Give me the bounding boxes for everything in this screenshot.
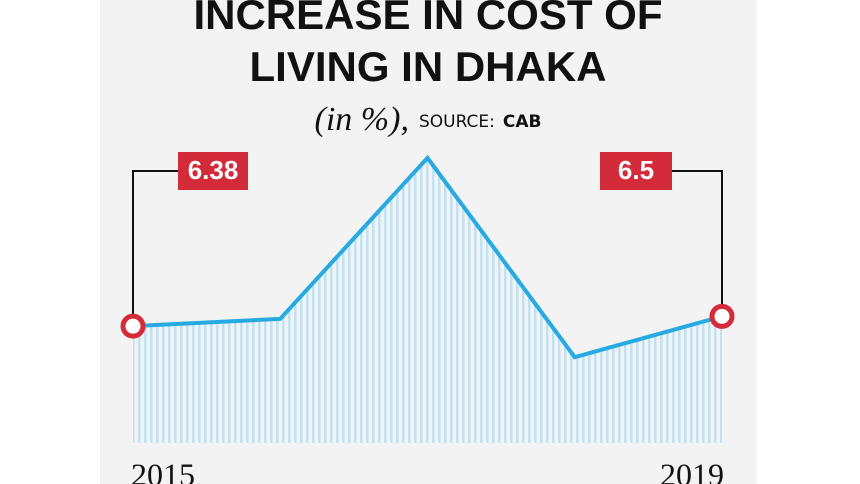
connector [672, 170, 723, 317]
label-box [600, 152, 672, 190]
point [709, 303, 735, 329]
label-box [178, 152, 248, 190]
plot: 6.38 6.5 2015 2019 [120, 152, 735, 484]
data-label: 6.38 [188, 155, 239, 185]
chart-title: LIVING IN DHAKA [250, 43, 607, 90]
chart-title: INCREASE IN COST OF [193, 0, 662, 38]
subtitle: (in %), SOURCE: CAB [315, 101, 542, 138]
area [133, 157, 722, 443]
line [132, 154, 723, 360]
point [120, 313, 146, 339]
x-tick-label: 2019 [660, 456, 724, 484]
data-label: 6.5 [618, 155, 654, 185]
subtitle-text: (in %), [315, 101, 409, 138]
x-tick-label: 2015 [131, 456, 195, 484]
connector [132, 170, 178, 327]
source: CAB [503, 112, 542, 132]
source-label: SOURCE: [419, 112, 495, 132]
